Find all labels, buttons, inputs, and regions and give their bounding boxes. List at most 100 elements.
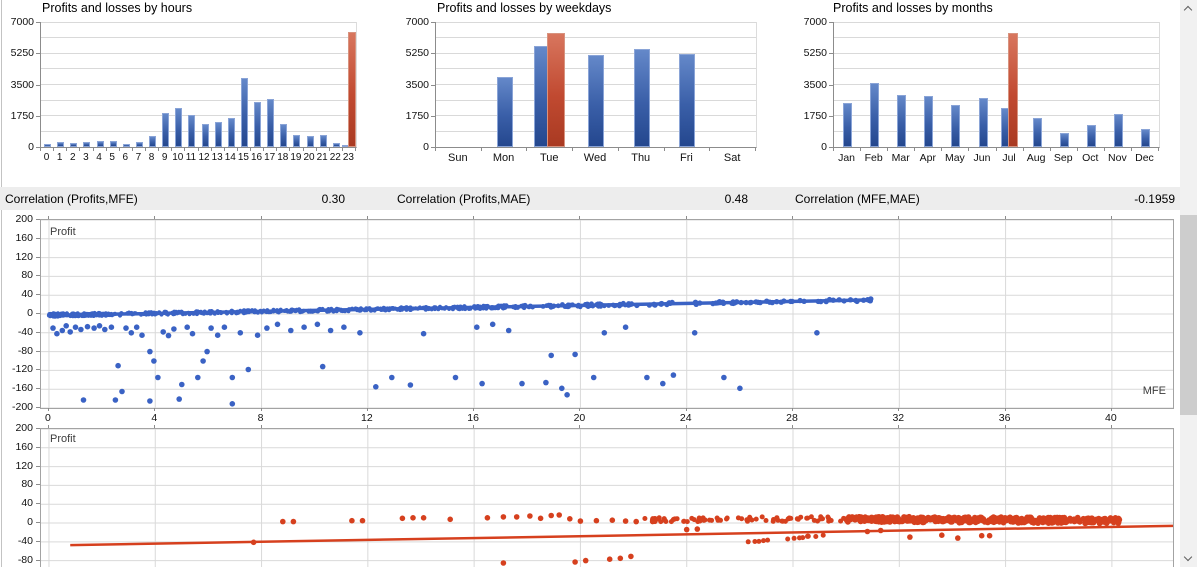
x-axis-tick [171,148,173,151]
x-axis-category-label: 1 [56,152,63,163]
y-axis-tick-label: 1750 [405,109,429,122]
value-bar [496,76,513,147]
gridline [436,53,756,54]
y-axis-tick-label: 40 [21,497,33,510]
value-bar [201,124,209,147]
x-axis-tick [1130,148,1132,151]
scrollbar-up-button[interactable] [1180,0,1197,17]
x-axis-category-label: Jun [973,152,991,164]
gridline [436,37,756,38]
x-axis-tick [105,148,107,151]
y-axis-tick [829,53,833,55]
x-axis-category-label: 3 [83,152,89,163]
x-axis-tick [328,148,330,151]
plot-area [435,22,757,148]
x-axis-category-label: 13 [211,152,223,163]
vertical-scrollbar[interactable] [1180,0,1197,567]
y-axis-tick-label: 3500 [405,78,429,91]
correlation-value: -0.1959 [1134,191,1175,206]
x-axis-category-label: Dec [1135,152,1154,164]
gridline [41,22,356,23]
y-axis-tick [36,522,40,523]
y-axis-tick-label: 80 [21,478,33,491]
highlight-bar [546,32,566,147]
value-bar [44,144,52,147]
y-axis-tick-label: 1750 [803,109,827,122]
bar-chart-profits-by-weekdays: Profits and losses by weekdays 0 1750 3500… [396,0,794,170]
x-grid-tick [1004,425,1006,428]
x-axis-tick [792,408,793,411]
y-axis-tick-label: 0 [821,141,827,153]
value-bar [633,48,650,147]
x-axis-category-label: Sun [448,152,468,164]
plot-area [40,219,1174,409]
chevron-down-icon [1183,552,1193,562]
gridline [834,68,1159,69]
y-axis-tick-label: 0 [27,307,33,319]
y-axis-tick [36,446,40,448]
x-axis-category-label: Sep [1053,152,1073,164]
y-axis-tick-label: 0 [27,516,33,528]
y-axis-tick-label: 3500 [803,78,827,91]
value-bar [1059,132,1069,147]
x-grid-tick [473,216,475,219]
x-axis-tick [289,148,291,151]
correlation-mfe-mae: Correlation (MFE,MAE) -0.1959 [778,187,1180,210]
x-axis-tick [941,148,943,151]
x-axis-tick [145,148,146,151]
scatter-canvas [41,220,1173,408]
gridline [41,84,356,85]
y-axis-tick [431,53,435,55]
value-bar [214,121,222,147]
y-axis-tick [829,22,833,23]
x-grid-tick [1004,216,1006,219]
x-axis-category-label: 15 [237,152,249,163]
scatter-canvas [41,429,1173,567]
gridline [834,84,1159,85]
x-axis-category-label: 14 [224,152,236,163]
x-axis-tick [1103,148,1105,151]
x-axis-category-label: Fri [680,152,693,164]
value-bar [149,136,157,147]
y-axis-tick [829,84,833,86]
x-axis-tick [1158,148,1159,151]
y-axis-tick-label: 40 [21,288,33,301]
correlation-label: Correlation (Profits,MAE) [397,191,531,206]
gridline [41,100,356,101]
x-grid-tick [792,216,793,219]
value-bar [978,97,988,147]
value-bar [267,99,275,147]
x-axis-tick [663,148,665,151]
x-axis-tick [197,148,199,151]
scrollbar-down-button[interactable] [1180,550,1197,567]
correlation-label: Correlation (MFE,MAE) [795,191,920,206]
value-bar [293,134,301,147]
value-bar [588,55,604,147]
y-axis-tick [36,428,40,429]
y-axis-tick-label: 5250 [803,47,827,60]
x-axis-category-label: 4 [96,152,102,163]
value-bar [109,141,117,147]
gridline [834,37,1159,38]
y-axis-tick [431,22,435,23]
x-axis-tick [1049,148,1051,151]
x-axis-tick-label: 20 [573,412,586,424]
bar-chart-profits-by-hours: Profits and losses by hours 0 1750 3500 525… [2,0,394,170]
x-axis-category-label: 7 [135,152,142,163]
x-axis-category-label: Sat [723,152,741,164]
highlight-bar [347,32,356,147]
x-grid-tick [366,216,368,219]
x-grid-tick [47,216,49,219]
correlation-label: Correlation (Profits,MFE) [5,191,138,206]
scrollbar-thumb[interactable] [1180,215,1197,415]
x-grid-tick [366,425,368,428]
x-axis-tick [154,408,156,411]
x-axis-tick [210,148,212,151]
x-axis-category-label: May [944,152,965,164]
x-axis-tick [302,148,304,151]
panel-left-border [1,0,2,567]
x-axis-category-label: Jul [1002,152,1016,164]
y-axis-tick [36,350,40,352]
y-axis-name-label: Profit [50,226,76,238]
y-axis-tick-label: 5250 [405,47,429,60]
